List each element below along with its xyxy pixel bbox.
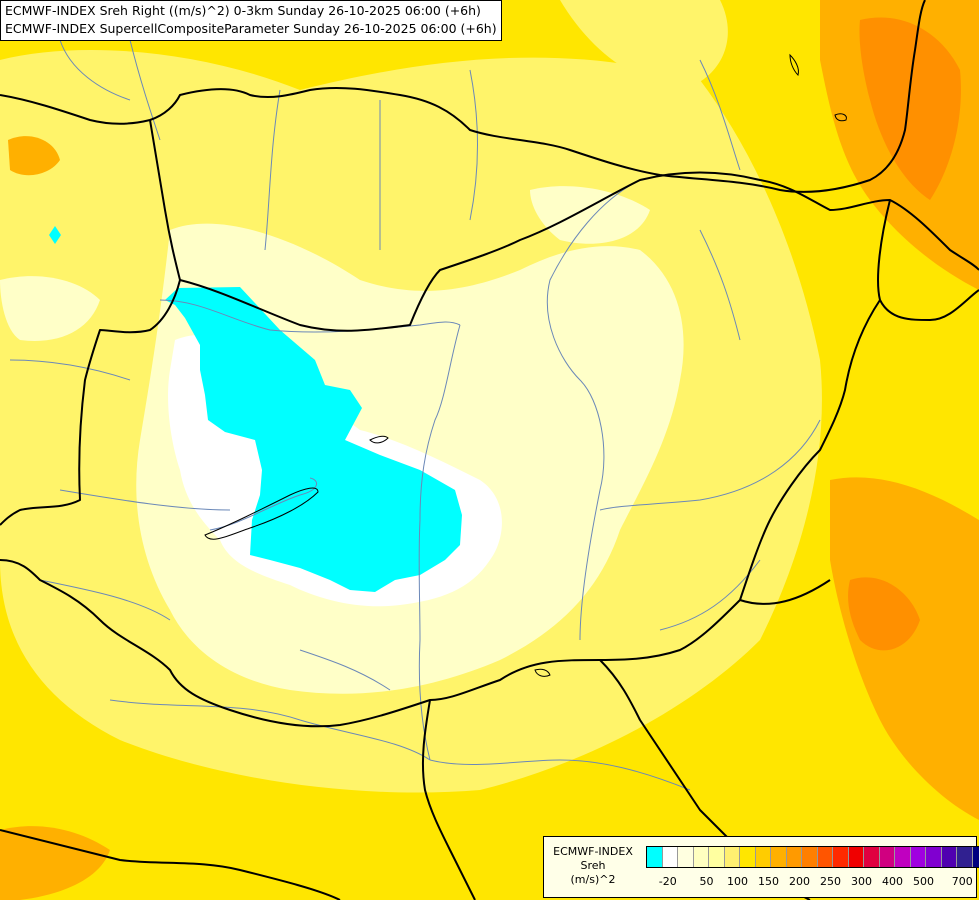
cyan-spot — [49, 226, 61, 244]
legend-swatch — [755, 847, 771, 867]
legend-swatch — [817, 847, 833, 867]
legend-swatch — [740, 847, 756, 867]
map-title-box: ECMWF-INDEX Sreh Right ((m/s)^2) 0-3km S… — [0, 0, 502, 41]
legend-title-line2: Sreh — [580, 859, 606, 872]
legend-swatch — [833, 847, 849, 867]
legend-swatch — [910, 847, 926, 867]
legend-swatch — [895, 847, 911, 867]
legend-swatch — [972, 847, 979, 867]
legend-swatch — [786, 847, 802, 867]
legend-title: ECMWF-INDEX Sreh (m/s)^2 — [544, 845, 642, 887]
legend-title-line3: (m/s)^2 — [570, 873, 616, 886]
legend-tick-label: 700 — [951, 875, 973, 888]
legend-swatch — [926, 847, 942, 867]
legend-swatch — [709, 847, 725, 867]
legend-swatches — [646, 846, 979, 868]
legend-swatch — [647, 847, 663, 867]
legend-swatch — [957, 847, 973, 867]
lakes — [204, 53, 847, 677]
legend-tick-label: 500 — [913, 875, 934, 888]
color-legend: ECMWF-INDEX Sreh (m/s)^2 -20 50 100 150 200 2… — [543, 836, 979, 898]
legend-swatch — [864, 847, 880, 867]
legend-swatch — [941, 847, 957, 867]
legend-tick-label: 150 — [758, 875, 779, 888]
legend-swatch — [662, 847, 678, 867]
legend-tick-label: 100 — [727, 875, 748, 888]
legend-ticks: -20 50 100 150 200 250 300 400 500 700 — [646, 875, 976, 889]
legend-title-line1: ECMWF-INDEX — [553, 845, 633, 858]
legend-swatch — [693, 847, 709, 867]
map-title-line2: ECMWF-INDEX SupercellCompositeParameter … — [5, 21, 497, 36]
legend-swatch — [678, 847, 694, 867]
legend-tick-label: 50 — [699, 875, 714, 888]
cyan-area — [165, 287, 462, 592]
legend-swatch — [848, 847, 864, 867]
legend-tick-label: 300 — [851, 875, 872, 888]
legend-tick-label: 200 — [789, 875, 810, 888]
legend-tick-label: 400 — [882, 875, 903, 888]
legend-swatch — [724, 847, 740, 867]
legend-tick-label: 250 — [820, 875, 841, 888]
legend-swatch — [879, 847, 895, 867]
legend-tick-label: -20 — [658, 875, 677, 888]
legend-swatch — [802, 847, 818, 867]
legend-swatch — [771, 847, 787, 867]
deep-orange-areas — [848, 17, 961, 651]
rivers — [9, 39, 821, 791]
map-title-line1: ECMWF-INDEX Sreh Right ((m/s)^2) 0-3km S… — [5, 3, 481, 18]
